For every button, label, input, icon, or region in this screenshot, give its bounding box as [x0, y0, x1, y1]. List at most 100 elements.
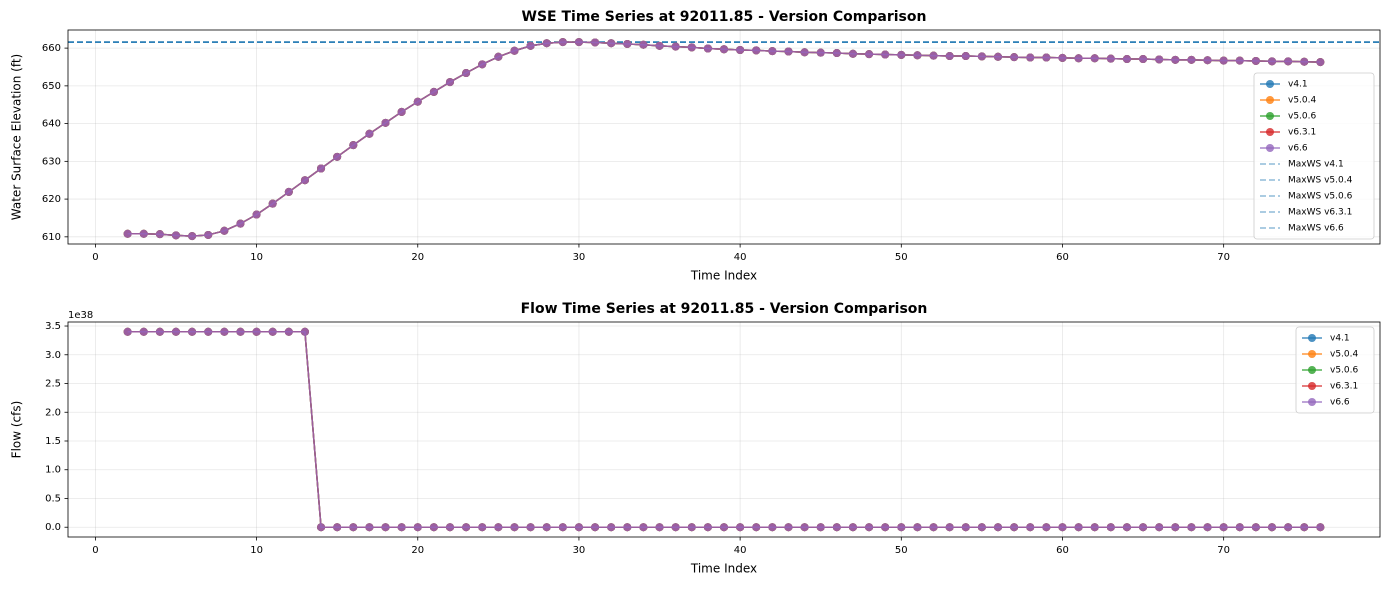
series-marker: [220, 327, 229, 336]
series-marker: [977, 52, 986, 61]
x-tick-label: 10: [250, 252, 263, 263]
series-marker: [994, 523, 1003, 532]
series-marker: [171, 327, 180, 336]
series-marker: [155, 327, 164, 336]
x-tick-label: 20: [411, 545, 424, 556]
series-marker: [768, 47, 777, 56]
series-marker: [1203, 56, 1212, 65]
series-marker: [784, 47, 793, 56]
y-tick-label: 650: [42, 81, 61, 92]
legend-label: v5.0.4: [1330, 350, 1359, 360]
y-tick-label: 3.5: [45, 321, 61, 332]
chart-title: Flow Time Series at 92011.85 - Version C…: [521, 301, 928, 317]
series-marker: [752, 523, 761, 532]
series-marker: [1042, 523, 1051, 532]
series-marker: [542, 523, 551, 532]
series-marker: [623, 523, 632, 532]
legend-marker: [1308, 350, 1316, 358]
series-marker: [574, 38, 583, 47]
series-marker: [317, 164, 326, 173]
series-marker: [881, 523, 890, 532]
legend-label: MaxWS v4.1: [1288, 160, 1344, 170]
series-marker: [800, 523, 809, 532]
axes-frame: [67, 321, 1381, 538]
legend-label: v6.3.1: [1288, 128, 1316, 138]
series-line: [127, 41, 1321, 237]
legend-label: MaxWS v6.3.1: [1288, 208, 1352, 218]
series-marker: [429, 87, 438, 96]
series-marker: [1090, 523, 1099, 532]
series-marker: [720, 45, 728, 54]
series-marker: [300, 176, 309, 185]
series-marker: [365, 523, 374, 532]
series-marker: [703, 523, 712, 532]
legend-marker: [1308, 398, 1316, 406]
series-marker: [188, 327, 197, 336]
series-marker: [897, 523, 906, 532]
series-marker: [397, 107, 406, 116]
x-tick-label: 30: [573, 545, 586, 556]
x-tick-label: 10: [250, 545, 263, 556]
legend-label: v4.1: [1330, 334, 1350, 344]
series-marker: [703, 44, 712, 53]
series-marker: [462, 523, 471, 532]
series-marker: [462, 69, 471, 78]
series-marker: [929, 51, 938, 60]
series-marker: [1203, 523, 1212, 532]
series-marker: [639, 523, 648, 532]
y-tick-label: 2.5: [45, 379, 61, 390]
series-marker: [1268, 523, 1277, 532]
series-marker: [1122, 523, 1131, 532]
series-marker: [1187, 523, 1196, 532]
series-marker: [510, 46, 519, 55]
series-marker: [429, 523, 438, 532]
legend-marker: [1308, 382, 1316, 390]
y-tick-label: 0.5: [45, 493, 61, 504]
series-marker: [300, 327, 309, 336]
y-tick-label: 0.0: [45, 522, 61, 533]
legend-label: v6.6: [1330, 398, 1350, 408]
series-line: [127, 41, 1321, 237]
series-marker: [526, 41, 535, 50]
series-marker: [1139, 523, 1148, 532]
series-marker: [1155, 55, 1164, 64]
series-marker: [1106, 54, 1115, 63]
series-marker: [848, 49, 857, 58]
series-marker: [607, 39, 616, 48]
series-marker: [687, 43, 696, 52]
y-offset-label: 1e38: [68, 310, 93, 321]
series-marker: [913, 51, 922, 60]
legend-box: [1253, 72, 1375, 240]
series-marker: [413, 523, 422, 532]
series-marker: [1235, 523, 1244, 532]
series-line: [127, 331, 1321, 528]
legend-marker: [1266, 96, 1274, 104]
series-marker: [913, 523, 922, 532]
series-line: [127, 41, 1321, 237]
series-marker: [1155, 523, 1164, 532]
series-marker: [1316, 523, 1325, 532]
series-marker: [204, 327, 213, 336]
series-marker: [1300, 523, 1309, 532]
series-marker: [1187, 55, 1196, 64]
series-marker: [881, 50, 890, 59]
chart-title: WSE Time Series at 92011.85 - Version Co…: [522, 9, 927, 25]
series-marker: [832, 49, 841, 58]
series-marker: [1010, 53, 1019, 62]
series-marker: [1026, 523, 1035, 532]
series-marker: [381, 523, 390, 532]
series-marker: [816, 523, 825, 532]
x-tick-label: 60: [1056, 545, 1069, 556]
series-marker: [268, 199, 277, 208]
series-marker: [268, 327, 277, 336]
series-marker: [1026, 53, 1035, 62]
series-marker: [349, 523, 358, 532]
series-marker: [558, 523, 567, 532]
series-marker: [139, 327, 148, 336]
legend-marker: [1308, 366, 1316, 374]
series-marker: [1300, 57, 1309, 66]
series-marker: [284, 327, 293, 336]
series-line: [127, 331, 1321, 528]
series-marker: [1106, 523, 1115, 532]
